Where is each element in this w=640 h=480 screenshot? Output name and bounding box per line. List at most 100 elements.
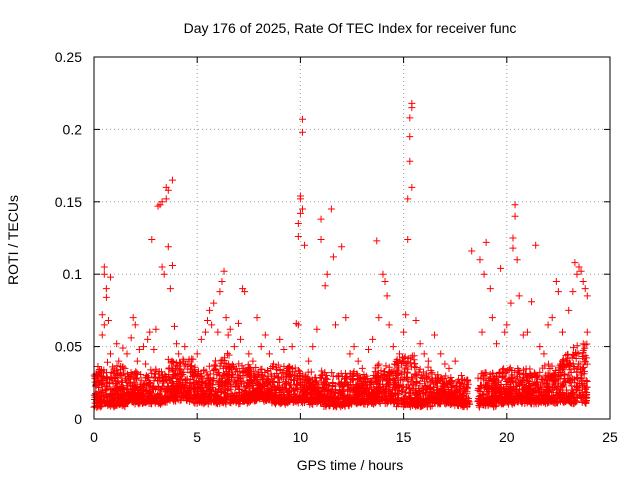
- data-point: [579, 393, 587, 401]
- data-point: [105, 397, 113, 405]
- axis-ticks: [93, 56, 611, 420]
- data-point: [559, 365, 567, 373]
- data-point: [374, 384, 382, 392]
- data-point: [288, 343, 296, 351]
- data-point: [354, 357, 362, 365]
- data-point: [482, 402, 490, 410]
- data-point: [158, 198, 166, 206]
- data-point: [259, 373, 267, 381]
- data-point: [417, 392, 425, 400]
- data-point: [526, 370, 534, 378]
- data-point: [318, 371, 326, 379]
- data-point: [135, 400, 143, 408]
- data-point: [357, 383, 365, 391]
- data-point: [511, 201, 519, 209]
- data-point: [216, 288, 224, 296]
- data-point: [228, 390, 236, 398]
- data-point: [270, 382, 278, 390]
- data-point: [463, 376, 471, 384]
- data-point: [206, 306, 214, 314]
- data-point: [400, 328, 408, 336]
- data-point: [393, 397, 401, 405]
- data-point: [173, 340, 181, 348]
- data-point: [523, 374, 531, 382]
- data-point: [158, 263, 166, 271]
- data-point: [572, 386, 580, 394]
- data-point: [271, 372, 279, 380]
- data-point: [244, 397, 252, 405]
- data-point: [295, 367, 303, 375]
- data-point: [211, 365, 219, 373]
- data-point: [301, 241, 309, 249]
- data-point: [125, 396, 133, 404]
- data-point: [536, 343, 544, 351]
- data-point: [332, 388, 340, 396]
- data-point: [458, 379, 466, 387]
- data-point: [481, 369, 489, 377]
- data-point: [476, 256, 484, 264]
- data-point: [504, 377, 512, 385]
- data-point: [160, 270, 168, 278]
- data-point: [416, 340, 424, 348]
- data-point: [342, 314, 350, 322]
- data-point: [560, 364, 568, 372]
- data-point: [358, 377, 366, 385]
- data-point: [233, 365, 241, 373]
- data-point: [369, 335, 377, 343]
- data-point: [456, 396, 464, 404]
- data-point: [519, 376, 527, 384]
- data-point: [459, 375, 467, 383]
- data-point: [544, 321, 552, 329]
- data-point: [345, 387, 353, 395]
- data-point: [393, 367, 401, 375]
- data-point: [418, 400, 426, 408]
- data-point: [423, 386, 431, 394]
- data-point: [193, 350, 201, 358]
- data-point: [121, 374, 129, 382]
- data-point: [108, 386, 116, 394]
- data-point: [338, 387, 346, 395]
- data-point: [401, 364, 409, 372]
- data-point: [477, 370, 485, 378]
- data-point: [385, 380, 393, 388]
- data-point: [399, 375, 407, 383]
- data-point: [111, 393, 119, 401]
- data-point: [269, 378, 277, 386]
- data-point: [277, 373, 285, 381]
- data-point: [505, 376, 513, 384]
- data-point: [477, 383, 485, 391]
- data-point: [155, 368, 163, 376]
- data-point: [365, 345, 373, 353]
- data-point: [156, 374, 164, 382]
- data-point: [210, 299, 218, 307]
- data-point: [446, 378, 454, 386]
- data-point: [170, 322, 178, 330]
- data-point: [373, 377, 381, 385]
- data-point: [214, 379, 222, 387]
- data-point: [429, 386, 437, 394]
- data-point: [491, 383, 499, 391]
- data-point: [488, 314, 496, 322]
- data-point: [133, 385, 141, 393]
- data-point: [177, 366, 185, 374]
- data-point: [501, 387, 509, 395]
- data-point: [453, 378, 461, 386]
- data-point: [227, 382, 235, 390]
- data-point: [121, 364, 129, 372]
- data-point: [358, 364, 366, 372]
- data-point: [420, 368, 428, 376]
- data-point: [285, 389, 293, 397]
- data-point: [339, 395, 347, 403]
- data-point: [104, 358, 112, 366]
- data-point: [360, 387, 368, 395]
- data-point: [200, 366, 208, 374]
- data-point: [226, 325, 234, 333]
- data-point: [340, 401, 348, 409]
- data-point: [548, 362, 556, 370]
- data-point: [463, 383, 471, 391]
- data-point: [237, 391, 245, 399]
- data-point: [309, 400, 317, 408]
- data-point: [575, 350, 583, 358]
- data-point: [552, 366, 560, 374]
- data-point: [464, 394, 472, 402]
